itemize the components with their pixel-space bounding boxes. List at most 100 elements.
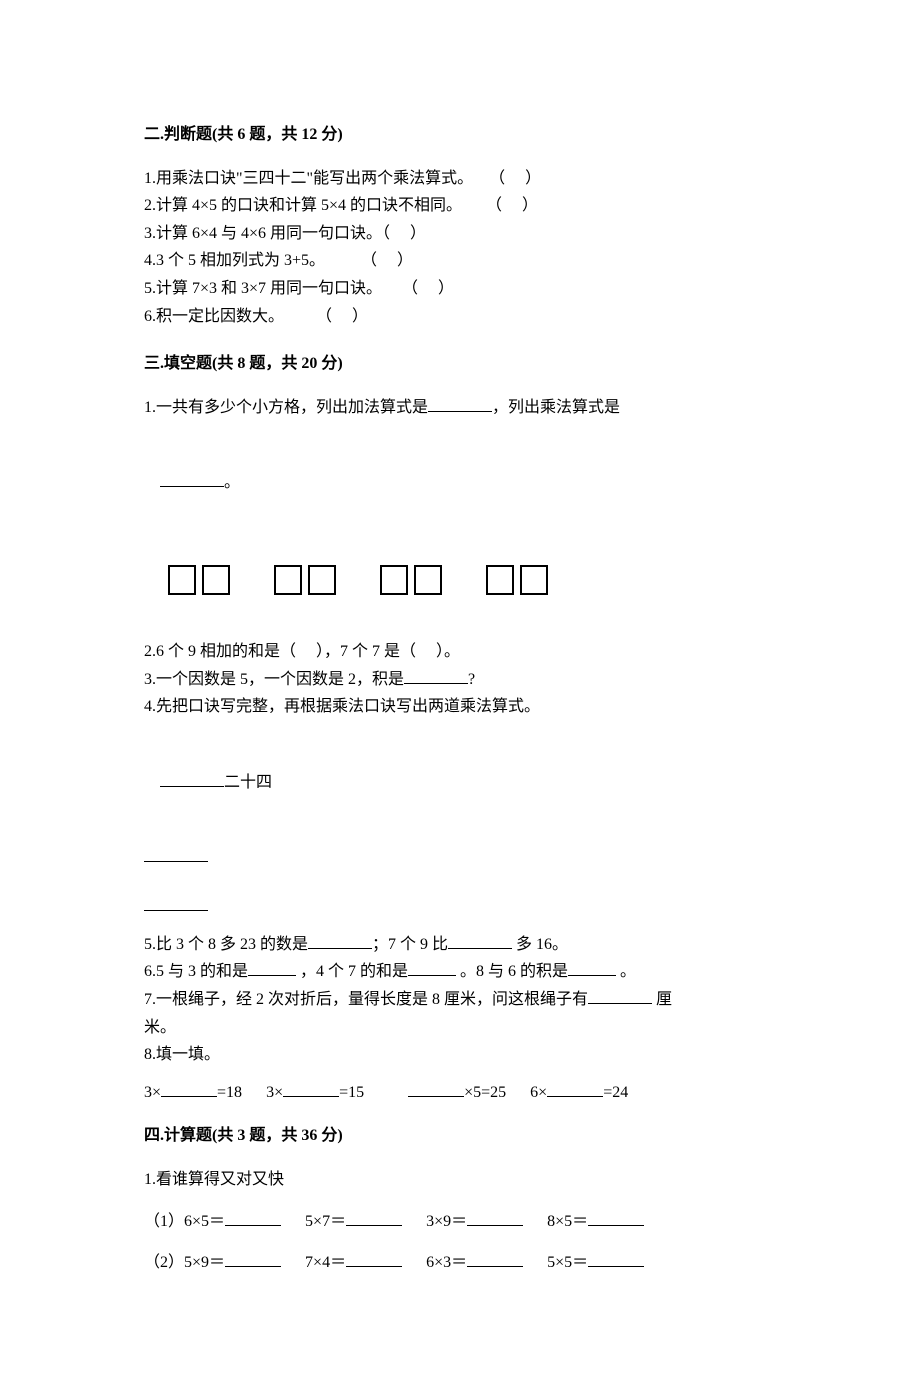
fill-q8-i1: 3× =18 bbox=[144, 1080, 242, 1106]
judge-item-1: 1.用乘法口诀"三四十二"能写出两个乘法算式。 （ ） bbox=[144, 166, 776, 192]
blank bbox=[160, 772, 224, 787]
fill-q8-i2a: 3× bbox=[266, 1084, 283, 1101]
fill-q8-i4a: 6× bbox=[530, 1084, 547, 1101]
fill-q8-i3b: ×5=25 bbox=[464, 1084, 506, 1101]
fill-q5: 5.比 3 个 8 多 23 的数是；7 个 9 比 多 16。 bbox=[144, 932, 776, 958]
box-pair bbox=[274, 565, 336, 595]
blank bbox=[588, 1252, 644, 1267]
fill-q1-tail: 。 bbox=[144, 444, 776, 521]
calc-r1-lead: （1）6×5＝ bbox=[144, 1209, 281, 1235]
calc-r2-4: 5×5＝ bbox=[547, 1250, 644, 1276]
fill-q8-i2b: =15 bbox=[339, 1084, 364, 1101]
calc-r2-c4: 5×5＝ bbox=[547, 1254, 588, 1271]
fill-q8-row: 3× =18 3× =15 ×5=25 6× =24 bbox=[144, 1080, 776, 1106]
calc-r2-c3: 6×3＝ bbox=[426, 1254, 467, 1271]
calc-r1-c1: 6×5＝ bbox=[184, 1213, 225, 1230]
blank bbox=[144, 896, 208, 911]
calc-row-2: （2）5×9＝ 7×4＝ 6×3＝ 5×5＝ bbox=[144, 1250, 776, 1276]
box-pair bbox=[486, 565, 548, 595]
blank bbox=[346, 1211, 402, 1226]
blank bbox=[160, 472, 224, 487]
box-pair bbox=[168, 565, 230, 595]
blank bbox=[346, 1252, 402, 1267]
box bbox=[486, 565, 514, 595]
calc-r2-c2: 7×4＝ bbox=[305, 1254, 346, 1271]
fill-q3-a: 3.一个因数是 5，一个因数是 2，积是 bbox=[144, 671, 404, 688]
box bbox=[380, 565, 408, 595]
fill-q4-suffix: 二十四 bbox=[224, 774, 272, 791]
calc-r2-2: 7×4＝ bbox=[305, 1250, 402, 1276]
blank bbox=[547, 1082, 603, 1097]
fill-q8: 8.填一填。 bbox=[144, 1042, 776, 1068]
calc-r1-c3: 3×9＝ bbox=[426, 1213, 467, 1230]
calc-r1-lead-text: （1） bbox=[144, 1213, 184, 1230]
fill-q8-i1b: =18 bbox=[217, 1084, 242, 1101]
blank bbox=[408, 961, 456, 976]
box bbox=[520, 565, 548, 595]
fill-q1-text-c: 。 bbox=[224, 474, 240, 491]
fill-q4-blank-2 bbox=[144, 845, 776, 871]
fill-q8-i3: ×5=25 bbox=[408, 1080, 506, 1106]
blank bbox=[588, 989, 652, 1004]
box bbox=[168, 565, 196, 595]
fill-q3: 3.一个因数是 5，一个因数是 2，积是? bbox=[144, 667, 776, 693]
fill-q1: 1.一共有多少个小方格，列出加法算式是 ，列出乘法算式是 bbox=[144, 395, 776, 421]
fill-q1-text-b: ，列出乘法算式是 bbox=[492, 399, 620, 416]
fill-q2: 2.6 个 9 相加的和是（ ），7 个 7 是（ ）。 bbox=[144, 639, 776, 665]
fill-q6-d: 。 bbox=[616, 963, 636, 980]
fill-q3-b: ? bbox=[468, 671, 475, 688]
fill-q1-text-a: 1.一共有多少个小方格，列出加法算式是 bbox=[144, 399, 428, 416]
judge-item-2: 2.计算 4×5 的口诀和计算 5×4 的口诀不相同。 （ ） bbox=[144, 193, 776, 219]
fill-q4-blank-3 bbox=[144, 894, 776, 920]
blank bbox=[448, 934, 512, 949]
blank bbox=[467, 1252, 523, 1267]
section-4-heading: 四.计算题(共 3 题，共 36 分) bbox=[144, 1123, 776, 1149]
page: 二.判断题(共 6 题，共 12 分) 1.用乘法口诀"三四十二"能写出两个乘法… bbox=[0, 0, 920, 1382]
fill-q7: 7.一根绳子，经 2 次对折后，量得长度是 8 厘米，问这根绳子有 厘 bbox=[144, 987, 776, 1013]
fill-q8-i4b: =24 bbox=[603, 1084, 628, 1101]
fill-q4: 4.先把口诀写完整，再根据乘法口诀写出两道乘法算式。 bbox=[144, 694, 776, 720]
fill-q7-b: 厘 bbox=[652, 991, 672, 1008]
fill-q8-i4: 6× =24 bbox=[530, 1080, 628, 1106]
blank bbox=[308, 934, 372, 949]
blank bbox=[283, 1082, 339, 1097]
blank bbox=[588, 1211, 644, 1226]
section-3-heading: 三.填空题(共 8 题，共 20 分) bbox=[144, 351, 776, 377]
box bbox=[202, 565, 230, 595]
judge-item-5: 5.计算 7×3 和 3×7 用同一句口诀。 （ ） bbox=[144, 276, 776, 302]
calc-r2-lead-text: （2） bbox=[144, 1254, 184, 1271]
blank bbox=[408, 1082, 464, 1097]
blank bbox=[428, 397, 492, 412]
blank bbox=[467, 1211, 523, 1226]
fill-q4-blank-1: 二十四 bbox=[144, 744, 776, 821]
fill-q5-c: 多 16。 bbox=[512, 936, 568, 953]
calc-r1-c2: 5×7＝ bbox=[305, 1213, 346, 1230]
fill-q5-b: ；7 个 9 比 bbox=[372, 936, 448, 953]
box-pair bbox=[380, 565, 442, 595]
calc-r2-3: 6×3＝ bbox=[426, 1250, 523, 1276]
calc-q1: 1.看谁算得又对又快 bbox=[144, 1167, 776, 1193]
fill-q6-b: ，4 个 7 的和是 bbox=[296, 963, 408, 980]
judge-item-4: 4.3 个 5 相加列式为 3+5。 （ ） bbox=[144, 248, 776, 274]
fill-q8-i2: 3× =15 bbox=[266, 1080, 364, 1106]
blank bbox=[144, 847, 208, 862]
box bbox=[274, 565, 302, 595]
blank bbox=[161, 1082, 217, 1097]
blank bbox=[568, 961, 616, 976]
box bbox=[414, 565, 442, 595]
section-2-heading: 二.判断题(共 6 题，共 12 分) bbox=[144, 122, 776, 148]
blank bbox=[404, 669, 468, 684]
fill-q6-a: 6.5 与 3 的和是 bbox=[144, 963, 248, 980]
calc-r1-4: 8×5＝ bbox=[547, 1209, 644, 1235]
box bbox=[308, 565, 336, 595]
fill-q8-i1a: 3× bbox=[144, 1084, 161, 1101]
calc-r1-3: 3×9＝ bbox=[426, 1209, 523, 1235]
box-grid bbox=[168, 565, 776, 595]
calc-r2-c1: 5×9＝ bbox=[184, 1254, 225, 1271]
calc-row-1: （1）6×5＝ 5×7＝ 3×9＝ 8×5＝ bbox=[144, 1209, 776, 1235]
fill-q7-line2: 米。 bbox=[144, 1015, 776, 1041]
fill-q6: 6.5 与 3 的和是 ，4 个 7 的和是 。8 与 6 的积是 。 bbox=[144, 959, 776, 985]
judge-item-6: 6.积一定比因数大。 （ ） bbox=[144, 304, 776, 330]
judge-item-3: 3.计算 6×4 与 4×6 用同一句口诀。（ ） bbox=[144, 221, 776, 247]
calc-r1-2: 5×7＝ bbox=[305, 1209, 402, 1235]
